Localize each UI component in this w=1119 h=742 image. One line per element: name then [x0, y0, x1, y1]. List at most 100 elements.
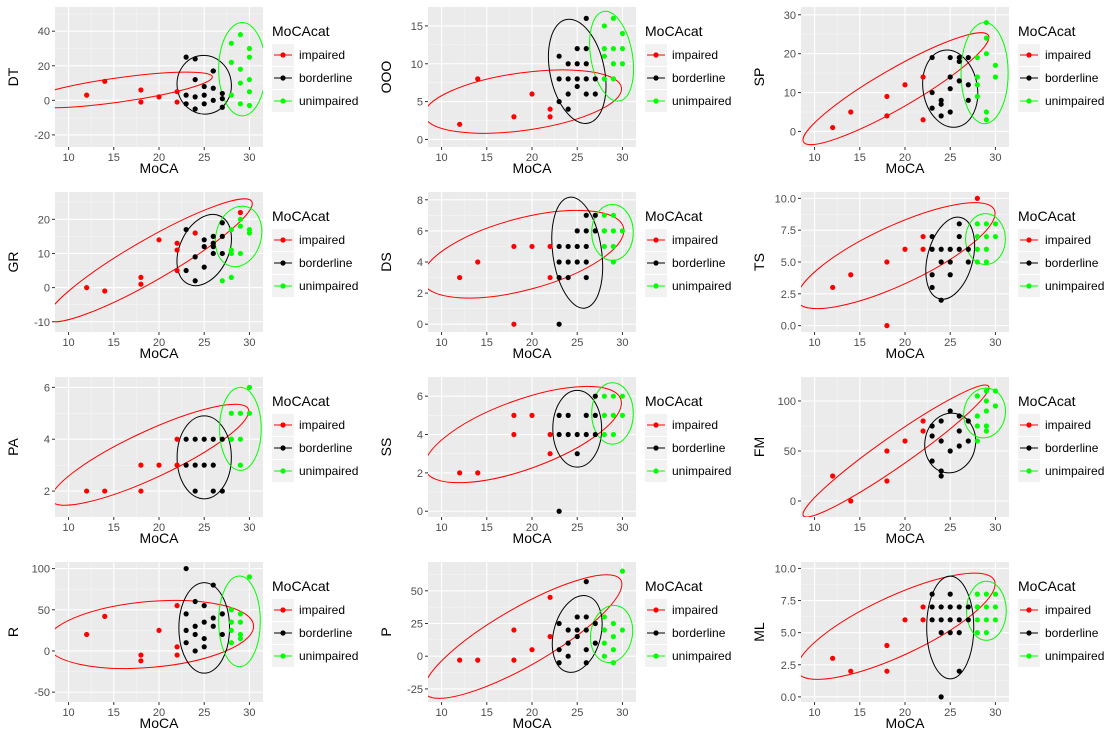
data-point-borderline — [592, 431, 598, 438]
data-point-unimpaired — [237, 635, 243, 642]
legend-label-unimpaired: unimpaired — [299, 649, 358, 663]
data-point-impaired — [902, 438, 908, 444]
legend-label-unimpaired: unimpaired — [299, 94, 358, 108]
confidence-ellipse-borderline — [176, 415, 232, 500]
data-point-borderline — [565, 274, 571, 281]
legend-key-dot-borderline — [653, 260, 659, 266]
x-tick-label: 30 — [243, 337, 255, 349]
data-point-unimpaired — [610, 228, 616, 234]
data-point-borderline — [183, 627, 189, 633]
data-point-impaired — [547, 594, 553, 600]
data-point-borderline — [192, 106, 198, 112]
x-tick-label: 10 — [435, 152, 447, 164]
data-point-borderline — [210, 436, 216, 442]
data-point-borderline — [583, 647, 589, 653]
x-tick-label: 30 — [243, 707, 255, 719]
x-tick-label: 20 — [526, 707, 538, 719]
legend-label-unimpaired: unimpaired — [1045, 94, 1104, 108]
scatter-chart: 10 15 20 25 30 0 2 4 6 8 MoCA DS MoCAcat impaired bord… — [378, 192, 731, 361]
legend-title: MoCAcat — [272, 578, 330, 594]
y-tick-label: 0.0 — [781, 692, 796, 704]
data-point-borderline — [956, 54, 962, 61]
confidence-ellipse-borderline — [178, 582, 231, 674]
data-point-borderline — [965, 97, 971, 103]
confidence-ellipse-impaired — [55, 403, 250, 506]
data-point-unimpaired — [237, 66, 243, 72]
legend-key-dot-unimpaired — [653, 98, 659, 104]
data-point-borderline — [592, 620, 598, 627]
y-tick-label: -25 — [407, 684, 423, 696]
scatter-chart: 10 15 20 25 30 0.0 2.5 5.0 7.5 10.0 MoCA TS MoCAcat i… — [751, 192, 1104, 361]
data-point-unimpaired — [992, 591, 999, 597]
data-point-impaired — [192, 230, 198, 236]
data-point-unimpaired — [974, 438, 980, 444]
x-axis-title: MoCA — [140, 345, 180, 361]
data-point-borderline — [947, 604, 953, 610]
data-point-borderline — [556, 321, 562, 327]
data-point-borderline — [583, 579, 589, 585]
y-tick-label: 0 — [44, 646, 50, 658]
x-axis-title: MoCA — [886, 160, 926, 176]
legend-key-dot-borderline — [653, 445, 659, 451]
legend-key-dot-borderline — [280, 445, 286, 451]
data-point-borderline — [556, 620, 562, 627]
data-point-unimpaired — [983, 604, 989, 610]
chart-panel-fm: 10 15 20 25 30 0 50 100 MoCA FM MoCAcat impaired bor… — [746, 370, 1119, 555]
confidence-ellipse-impaired — [55, 71, 213, 109]
data-point-unimpaired — [228, 274, 234, 280]
data-point-borderline — [574, 627, 580, 633]
data-point-impaired — [848, 668, 854, 674]
data-point-impaired — [475, 657, 481, 663]
data-point-impaired — [84, 92, 90, 98]
legend-label-impaired: impaired — [672, 418, 718, 432]
confidence-ellipse-borderline — [924, 412, 977, 474]
data-point-borderline — [192, 623, 198, 629]
data-point-borderline — [201, 101, 207, 107]
data-point-unimpaired — [601, 412, 607, 418]
confidence-ellipse-unimpaired — [589, 10, 635, 102]
data-point-impaired — [457, 121, 463, 127]
data-layer — [428, 10, 635, 134]
legend-title: MoCAcat — [1018, 578, 1076, 594]
x-tick-label: 20 — [153, 522, 165, 534]
data-point-impaired — [920, 428, 926, 434]
data-point-borderline — [183, 462, 189, 468]
data-point-borderline — [592, 76, 598, 82]
data-layer — [55, 198, 263, 323]
confidence-ellipse-borderline — [176, 213, 232, 287]
legend-key-dot-unimpaired — [653, 653, 659, 659]
data-point-borderline — [929, 617, 935, 623]
data-point-borderline — [565, 431, 571, 438]
data-point-unimpaired — [983, 630, 989, 636]
data-point-borderline — [192, 254, 198, 260]
confidence-ellipse-impaired — [428, 574, 623, 699]
data-point-unimpaired — [237, 436, 243, 442]
data-point-borderline — [574, 633, 580, 640]
data-point-borderline — [592, 228, 598, 234]
data-point-borderline — [556, 431, 562, 438]
data-point-borderline — [929, 105, 935, 111]
data-point-unimpaired — [992, 388, 999, 394]
data-point-borderline — [210, 462, 216, 468]
data-point-borderline — [965, 604, 971, 610]
legend-label-unimpaired: unimpaired — [672, 94, 731, 108]
data-point-borderline — [565, 76, 571, 82]
chart-panel-ooo: 10 15 20 25 30 0 5 10 15 MoCA OOO MoCAcat impaired bo… — [373, 0, 746, 185]
data-point-borderline — [956, 428, 962, 434]
legend-title: MoCAcat — [272, 208, 330, 224]
data-point-unimpaired — [237, 223, 243, 229]
confidence-ellipse-impaired — [55, 198, 253, 323]
confidence-ellipse-unimpaired — [963, 387, 1007, 439]
data-point-unimpaired — [610, 46, 616, 52]
data-point-impaired — [547, 633, 553, 640]
data-point-unimpaired — [974, 246, 980, 252]
data-point-impaired — [830, 655, 836, 661]
data-point-borderline — [965, 54, 971, 61]
y-tick-label: 6 — [417, 226, 423, 238]
data-point-unimpaired — [983, 117, 989, 123]
data-point-borderline — [583, 274, 589, 281]
y-tick-label: 20 — [784, 49, 796, 61]
y-tick-label: 0 — [417, 319, 423, 331]
data-point-unimpaired — [610, 633, 616, 640]
confidence-ellipse-unimpaired — [591, 382, 634, 445]
